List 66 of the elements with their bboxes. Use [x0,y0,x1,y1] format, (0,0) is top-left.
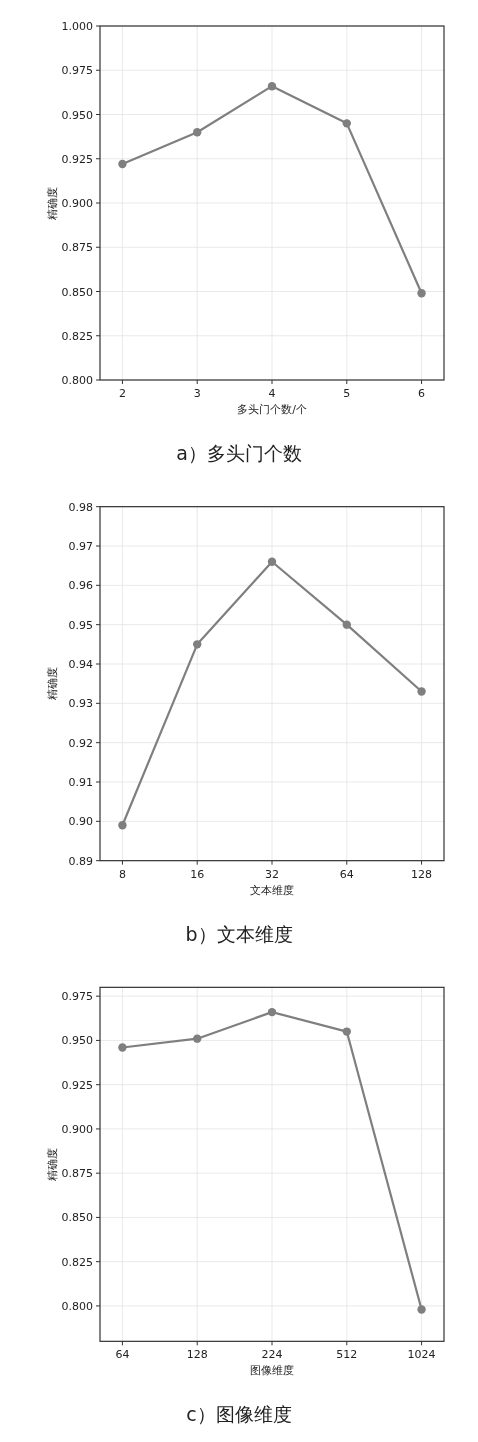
y-tick-label: 0.950 [61,108,93,122]
point [342,620,351,629]
x-axis-title: 图像维度 [250,1364,294,1378]
x-tick-label: 3 [193,387,201,400]
x-tick-label: 64 [115,1348,130,1362]
x-tick-label: 128 [411,867,433,881]
y-tick-label: 0.96 [68,579,93,593]
point [193,1034,202,1043]
x-tick-label: 16 [190,867,205,881]
y-tick-label: 0.975 [61,64,93,78]
y-tick-label: 0.800 [61,1299,93,1313]
point [417,1305,426,1314]
y-tick-label: 0.800 [61,374,93,387]
x-tick-label: 5 [343,387,351,400]
y-tick-label: 0.925 [61,152,93,166]
x-tick-label: 512 [336,1348,358,1362]
x-tick-label: 224 [261,1348,283,1362]
y-tick-label: 0.825 [61,329,93,343]
y-tick-label: 0.90 [68,815,93,829]
y-tick-label: 0.950 [61,1034,93,1048]
point [267,557,277,566]
point [193,128,202,137]
text: a）多头门个数 [176,442,302,464]
y-tick-label: 0.89 [68,854,93,868]
text: b）文本维度 [185,922,293,945]
y-tick-label: 0.925 [61,1078,93,1092]
y-tick-label: 0.825 [61,1255,93,1269]
x-tick-label: 6 [418,387,426,400]
point [118,1043,127,1052]
x-axis-title: 多头门个数/个 [237,403,307,416]
y-tick-label: 0.900 [61,1122,93,1136]
x-tick-label: 1024 [407,1348,436,1362]
y-tick-label: 0.850 [61,285,93,299]
x-tick-label: 128 [186,1348,208,1362]
y-tick-label: 0.92 [68,736,93,750]
x-tick-label: 8 [118,867,126,881]
point [417,289,426,298]
y-tick-label: 0.98 [68,500,93,514]
x-axis-title: 文本维度 [250,883,294,897]
y-tick-label: 0.875 [61,1167,93,1181]
y-axis-title: 精确度 [46,186,59,220]
y-tick-label: 0.900 [61,197,93,210]
y-tick-label: 0.875 [61,241,93,255]
y-tick-label: 0.850 [61,1211,93,1225]
y-tick-label: 0.94 [68,658,93,671]
x-tick-label: 32 [265,867,279,881]
y-tick-label: 0.93 [68,697,93,711]
text: c）图像维度 [186,1403,292,1426]
point [267,81,277,91]
x-tick-label: 64 [339,867,354,881]
x-tick-label: 2 [118,387,126,400]
y-tick-label: 0.95 [68,618,93,632]
point [193,640,202,649]
x-tick-label: 4 [268,387,276,400]
point [342,119,351,128]
y-tick-label: 0.91 [68,776,93,789]
point [342,1027,351,1036]
y-axis-title: 精确度 [46,1147,59,1181]
point [118,821,127,830]
y-tick-label: 0.97 [68,540,93,553]
y-tick-label: 1.000 [61,20,93,33]
point [267,1007,277,1017]
point [417,687,426,696]
y-axis-title: 精确度 [46,667,59,701]
y-tick-label: 0.975 [61,990,93,1004]
point [118,159,127,169]
